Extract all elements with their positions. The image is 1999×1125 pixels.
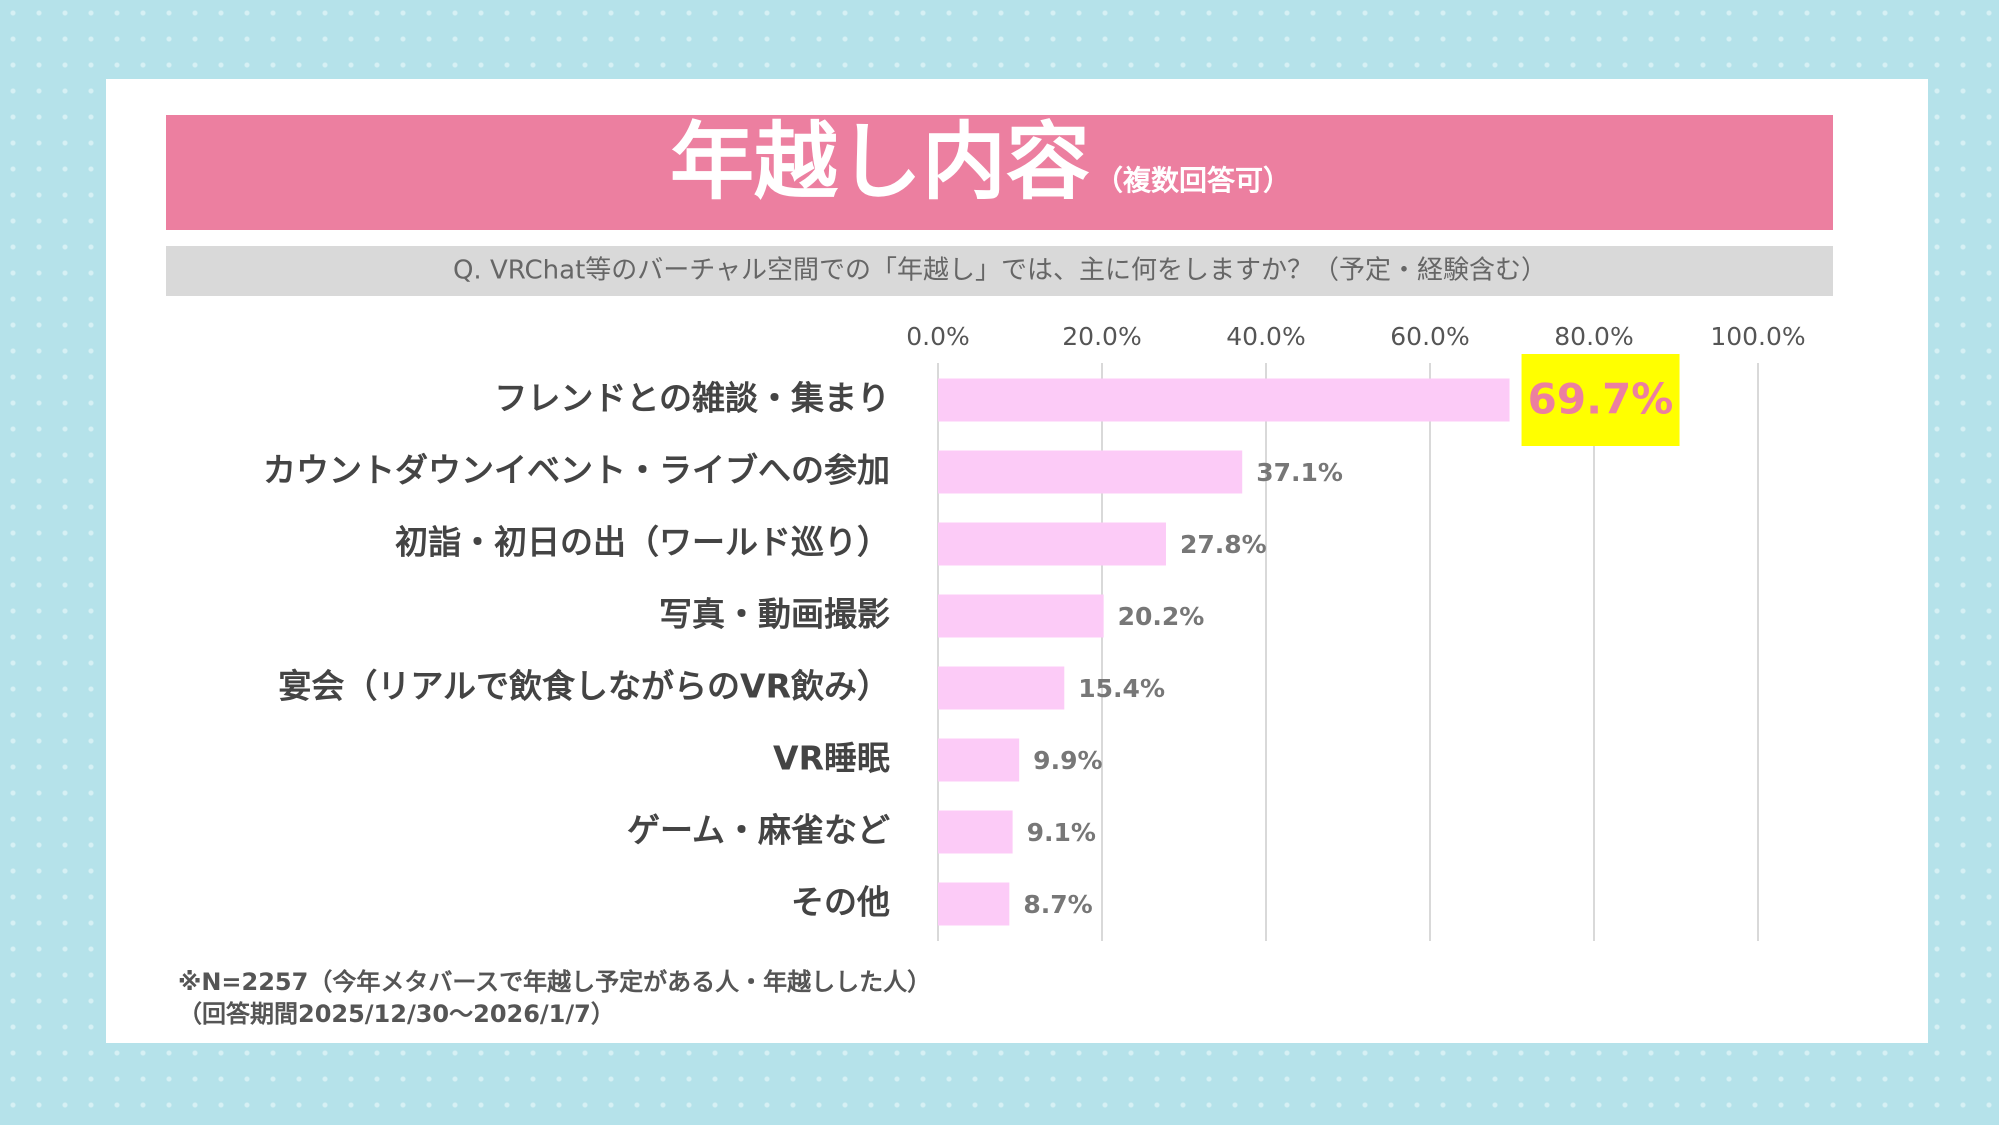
bar (938, 666, 1065, 710)
value-label: 9.1% (1027, 818, 1096, 847)
bar (938, 738, 1020, 782)
y-tick-label: 初詣・初日の出（ワールド巡り） (395, 523, 890, 562)
y-tick-label: フレンドとの雑談・集まり (494, 379, 890, 418)
question-band (166, 246, 1833, 296)
bar (938, 594, 1104, 638)
y-tick-label: ゲーム・麻雀など (627, 811, 890, 850)
chart-subtitle: （複数回答可） (1095, 164, 1291, 197)
x-tick-label: 80.0% (1554, 322, 1633, 351)
footnote: ※N=2257（今年メタバースで年越し予定がある人・年越しした人） (178, 968, 931, 996)
bar (938, 450, 1243, 494)
value-label: 69.7% (1528, 375, 1674, 424)
y-tick-label: 写真・動画撮影 (659, 595, 890, 634)
question: Q. VRChat等のバーチャル空間での「年越し」では、主に何をしますか？（予定… (453, 256, 1547, 286)
bar (938, 810, 1013, 854)
x-tick-label: 100.0% (1710, 322, 1805, 351)
y-tick-label: その他 (791, 883, 890, 922)
x-tick-label: 60.0% (1390, 322, 1469, 351)
value-label: 20.2% (1118, 602, 1205, 631)
value-label: 15.4% (1078, 674, 1165, 703)
x-tick-label: 40.0% (1226, 322, 1305, 351)
bar (938, 882, 1010, 926)
value-label: 37.1% (1256, 458, 1343, 487)
header-band (166, 115, 1833, 230)
value-label: 27.8% (1180, 530, 1267, 559)
y-tick-label: カウントダウンイベント・ライブへの参加 (263, 451, 890, 490)
x-tick-label: 20.0% (1062, 322, 1141, 351)
chart-title: 年越し内容 (670, 113, 1090, 211)
bar (938, 378, 1510, 422)
value-label: 9.9% (1033, 746, 1102, 775)
y-tick-label: 宴会（リアルで飲食しながらのVR飲み） (278, 667, 890, 706)
footnote: （回答期間2025/12/30〜2026/1/7） (178, 1000, 615, 1028)
value-label: 8.7% (1023, 890, 1092, 919)
y-tick-label: VR睡眠 (773, 739, 890, 778)
x-tick-label: 0.0% (906, 322, 970, 351)
bar (938, 522, 1166, 566)
highlight-box (1521, 354, 1680, 446)
